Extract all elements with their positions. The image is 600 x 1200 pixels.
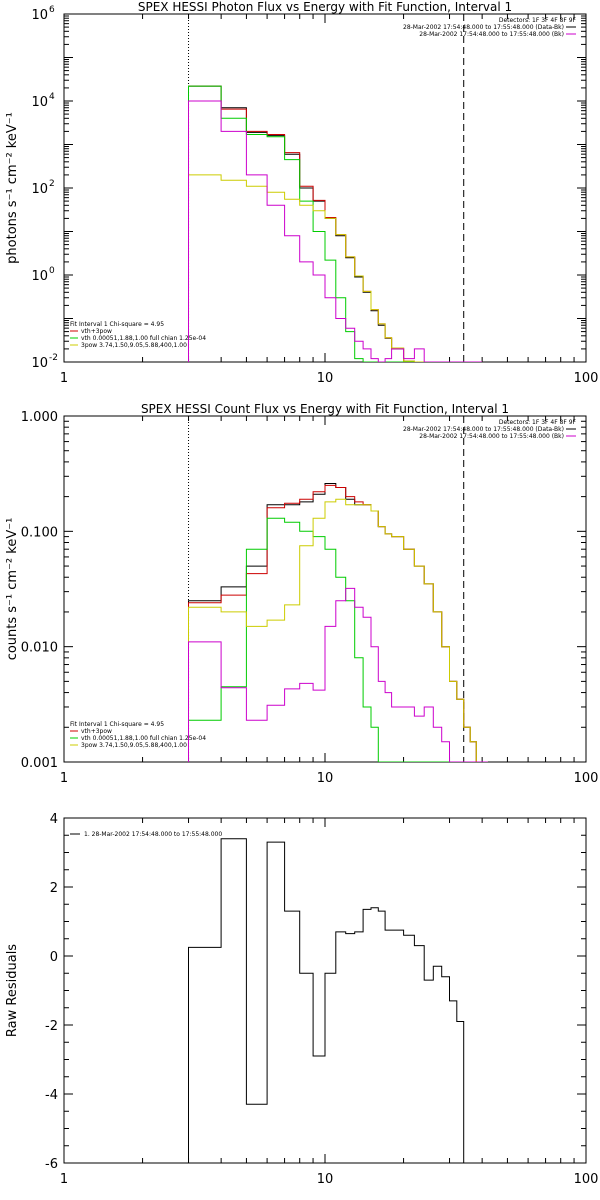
series-group xyxy=(188,483,488,762)
y-tick-exponent: 0 xyxy=(49,266,55,276)
legend-left-entry: 1. 28-Mar-2002 17:54:48.000 to 17:55:48.… xyxy=(84,831,222,838)
legend-right-entry: 28-Mar-2002 17:54:48.000 to 17:55:48.000… xyxy=(403,24,564,31)
series-3-line xyxy=(188,517,488,762)
y-tick-label: 0 xyxy=(50,950,58,965)
y-tick-label: 10 xyxy=(31,182,48,197)
legend-left-entry: 3pow 3.74,1.50,9.05,5.88,400,1.00 xyxy=(81,742,187,749)
x-tick-label: 1 xyxy=(60,1172,68,1187)
y-tick-label: 4 xyxy=(50,812,58,827)
series-4-line xyxy=(188,174,483,362)
y-tick-label: 10 xyxy=(31,95,48,110)
series-5-line xyxy=(188,100,483,362)
series-1-line xyxy=(188,838,465,1163)
y-tick-label: 2 xyxy=(50,881,58,896)
y-tick-label: 10 xyxy=(31,269,48,284)
detectors-label: Detectors: 1F 3F 4F 8F 9F xyxy=(499,419,577,426)
y-tick-label: 10 xyxy=(31,8,48,23)
x-tick-label: 10 xyxy=(317,371,334,386)
legend-right-entry: 28-Mar-2002 17:54:48.000 to 17:55:48.000… xyxy=(419,433,564,440)
legend-right-entry: 28-Mar-2002 17:54:48.000 to 17:55:48.000… xyxy=(403,426,564,433)
y-tick-label: 0.100 xyxy=(21,525,58,540)
y-tick-label: -6 xyxy=(45,1157,58,1172)
legend-left-entry: vth+3pow xyxy=(81,328,112,335)
y-tick-label: 0.001 xyxy=(21,756,58,771)
y-tick-exponent: 6 xyxy=(49,5,55,15)
y-tick-exponent: 4 xyxy=(49,92,55,102)
series-group xyxy=(188,838,465,1163)
x-tick-label: 100 xyxy=(574,1172,599,1187)
y-tick-label: -2 xyxy=(45,1019,58,1034)
y-tick-label: 1.000 xyxy=(21,410,58,425)
y-tick-label: -4 xyxy=(45,1088,58,1103)
series-group xyxy=(188,85,483,362)
y-tick-label: 10 xyxy=(31,356,48,371)
legend-left-entry: vth 0.00051,1.88,1.00 full chian 1.25e-0… xyxy=(81,335,206,342)
legend-left-entry: vth 0.00051,1.88,1.00 full chian 1.25e-0… xyxy=(81,735,206,742)
legend-right-entry: 28-Mar-2002 17:54:48.000 to 17:55:48.000… xyxy=(419,31,564,38)
y-axis-label: counts s⁻¹ cm⁻² keV⁻¹ xyxy=(5,518,20,661)
legend-left-entry: vth+3pow xyxy=(81,728,112,735)
y-axis-label: Raw Residuals xyxy=(5,944,20,1037)
x-tick-label: 1 xyxy=(60,771,68,786)
y-tick-label: 0.010 xyxy=(21,641,58,656)
detectors-label: Detectors: 1F 3F 4F 8F 9F xyxy=(499,17,577,24)
series-3-line xyxy=(188,85,483,362)
chart-title: SPEX HESSI Count Flux vs Energy with Fit… xyxy=(141,402,509,416)
y-tick-exponent: 2 xyxy=(49,179,55,189)
legend-left-entry: Fit Interval 1 Chi-square = 4.95 xyxy=(70,721,164,728)
series-1-line xyxy=(188,85,483,362)
x-tick-label: 1 xyxy=(60,371,68,386)
legend-left-entry: Fit Interval 1 Chi-square = 4.95 xyxy=(70,321,164,328)
x-tick-label: 10 xyxy=(317,771,334,786)
y-tick-exponent: -2 xyxy=(49,353,58,363)
x-tick-label: 100 xyxy=(574,371,599,386)
series-4-line xyxy=(188,498,488,762)
chart-title: SPEX HESSI Photon Flux vs Energy with Fi… xyxy=(138,0,512,14)
chart-panel-3: 1 10 100 -6 -4 -2 0 2 4 Raw Residuals 1. 28-Mar-20… xyxy=(5,812,598,1187)
x-tick-label: 100 xyxy=(574,771,599,786)
chart-panel-2: 1 10 100 0.001 0.010 0.100 1.000 SPEX HESSI Cou… xyxy=(5,402,598,786)
y-axis-label: photons s⁻¹ cm⁻² keV⁻¹ xyxy=(5,112,20,264)
series-5-line xyxy=(188,587,488,762)
x-tick-label: 10 xyxy=(317,1172,334,1187)
legend-left-entry: 3pow 3.74,1.50,9.05,5.88,400,1.00 xyxy=(81,342,187,349)
